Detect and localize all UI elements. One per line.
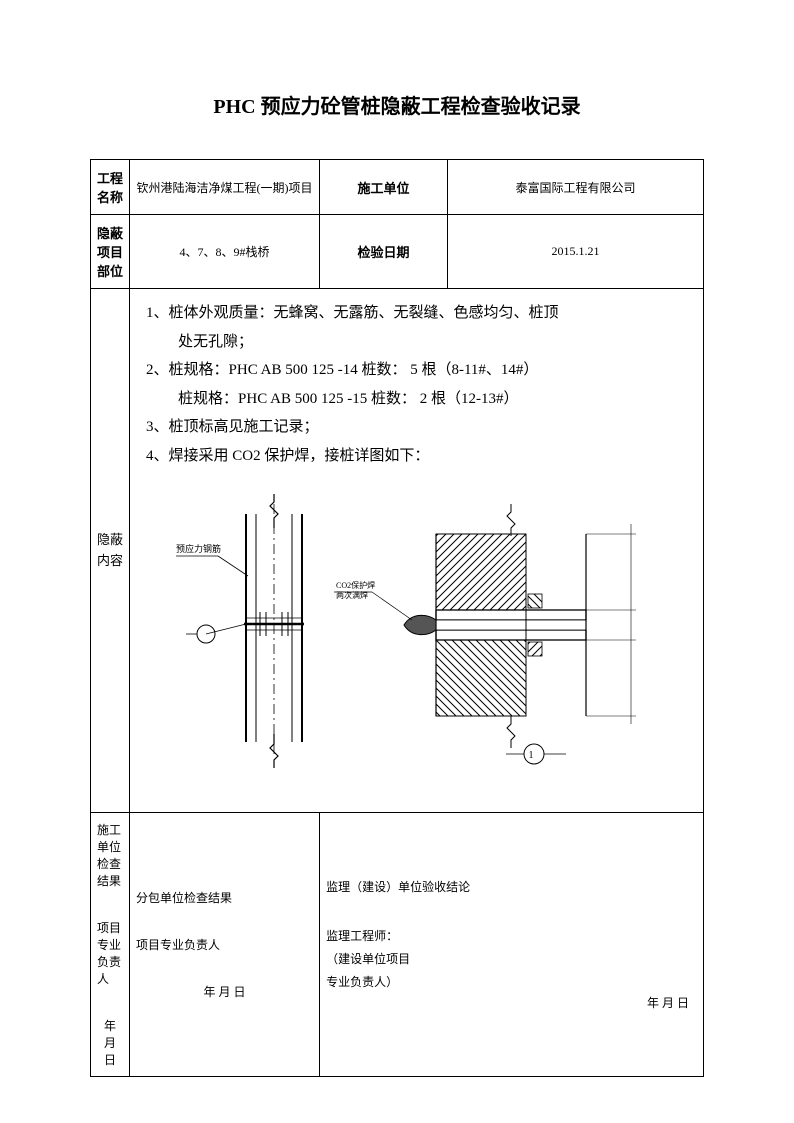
sig-col-3: 监理（建设）单位验收结论 监理工程师： （建设单位项目 专业负责人） 年 月 日 xyxy=(320,813,704,1077)
page-title: PHC 预应力砼管桩隐蔽工程检查验收记录 xyxy=(90,90,704,119)
hidden-part-label: 隐蔽项目部位 xyxy=(91,215,130,289)
content-text: 1、桩体外观质量：无蜂窝、无露筋、无裂缝、色感均匀、桩顶 处无孔隙； 2、桩规格… xyxy=(136,297,697,474)
diagram-node-1: 1 xyxy=(529,750,534,761)
inspect-date-value: 2015.1.21 xyxy=(448,215,704,289)
inspect-date-label: 检验日期 xyxy=(320,215,448,289)
hidden-part-value: 4、7、8、9#栈桥 xyxy=(130,215,320,289)
construction-unit-value: 泰富国际工程有限公司 xyxy=(448,160,704,215)
content-label: 隐蔽内容 xyxy=(91,289,130,813)
project-name-value: 钦州港陆海洁净煤工程(一期)项目 xyxy=(130,160,320,215)
sig-col-1: 施工单位检查结果 项目专业负责人 年 月 日 xyxy=(91,813,130,1077)
form-table: 工程名称 钦州港陆海洁净煤工程(一期)项目 施工单位 泰富国际工程有限公司 隐蔽… xyxy=(90,159,704,1077)
diagram-label-co2-1: CO2保护焊 xyxy=(336,580,375,590)
diagram-label-rebar: 预应力钢筋 xyxy=(176,543,221,554)
construction-unit-label: 施工单位 xyxy=(320,160,448,215)
pile-splice-diagram: 预应力钢筋 CO2保护焊 两次满焊 1 xyxy=(136,484,697,804)
diagram-label-co2-2: 两次满焊 xyxy=(336,590,368,600)
project-name-label: 工程名称 xyxy=(91,160,130,215)
sig-col-2: 分包单位检查结果 项目专业负责人 年 月 日 xyxy=(130,813,320,1077)
